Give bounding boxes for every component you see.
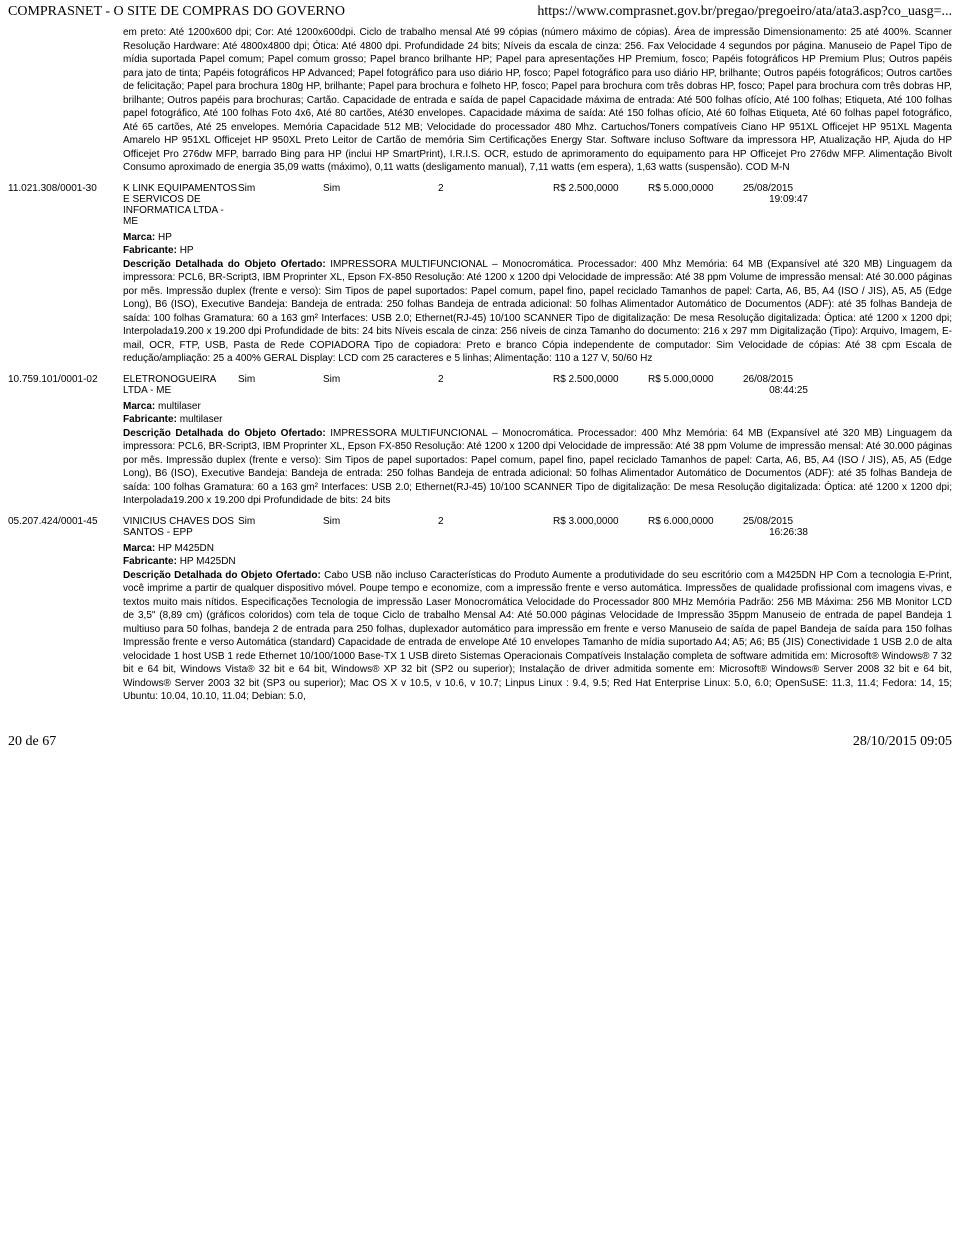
cnpj-1: 11.021.308/0001-30 bbox=[8, 183, 123, 227]
price2-2: R$ 5.000,0000 bbox=[648, 374, 743, 396]
desc-2: IMPRESSORA MULTIFUNCIONAL – Monocromátic… bbox=[123, 428, 952, 507]
date-val-3: 25/08/2015 bbox=[743, 516, 818, 527]
detail-block-2: Marca: multilaser Fabricante: multilaser… bbox=[123, 400, 952, 508]
footer-right: 28/10/2015 09:05 bbox=[853, 734, 952, 750]
page-header: COMPRASNET - O SITE DE COMPRAS DO GOVERN… bbox=[8, 4, 952, 26]
cnpj-2: 10.759.101/0001-02 bbox=[8, 374, 123, 396]
header-left: COMPRASNET - O SITE DE COMPRAS DO GOVERN… bbox=[8, 4, 345, 20]
sim2-2: Sim bbox=[323, 374, 438, 396]
sim1-2: Sim bbox=[238, 374, 323, 396]
fabricante-label-1: Fabricante: bbox=[123, 245, 180, 256]
bid-row-3: 05.207.424/0001-45 VINICIUS CHAVES DOS S… bbox=[8, 516, 952, 538]
date-1: 25/08/2015 19:09:47 bbox=[743, 183, 818, 227]
company-1: K LINK EQUIPAMENTOS E SERVICOS DE INFORM… bbox=[123, 183, 238, 227]
price1-2: R$ 2.500,0000 bbox=[553, 374, 648, 396]
desc-label-1: Descrição Detalhada do Objeto Ofertado: bbox=[123, 259, 330, 270]
price2-3: R$ 6.000,0000 bbox=[648, 516, 743, 538]
price1-3: R$ 3.000,0000 bbox=[553, 516, 648, 538]
fabricante-1: HP bbox=[180, 245, 194, 256]
fabricante-3: HP M425DN bbox=[180, 556, 236, 567]
fabricante-2: multilaser bbox=[180, 414, 223, 425]
marca-label-2: Marca: bbox=[123, 401, 158, 412]
price2-1: R$ 5.000,0000 bbox=[648, 183, 743, 227]
company-2: ELETRONOGUEIRA LTDA - ME bbox=[123, 374, 238, 396]
date-val-1: 25/08/2015 bbox=[743, 183, 818, 194]
date-3: 25/08/2015 16:26:38 bbox=[743, 516, 818, 538]
desc-3: Cabo USB não incluso Características do … bbox=[123, 570, 952, 703]
qty-3: 2 bbox=[438, 516, 553, 538]
detail-block-1: Marca: HP Fabricante: HP Descrição Detal… bbox=[123, 231, 952, 366]
sim2-1: Sim bbox=[323, 183, 438, 227]
time-2: 08:44:25 bbox=[743, 385, 818, 396]
fabricante-label-3: Fabricante: bbox=[123, 556, 180, 567]
desc-1: IMPRESSORA MULTIFUNCIONAL – Monocromátic… bbox=[123, 259, 952, 365]
sim1-1: Sim bbox=[238, 183, 323, 227]
marca-2: multilaser bbox=[158, 401, 201, 412]
desc-label-2: Descrição Detalhada do Objeto Ofertado: bbox=[123, 428, 330, 439]
time-3: 16:26:38 bbox=[743, 527, 818, 538]
footer-left: 20 de 67 bbox=[8, 734, 56, 750]
fabricante-label-2: Fabricante: bbox=[123, 414, 180, 425]
qty-1: 2 bbox=[438, 183, 553, 227]
page-footer: 20 de 67 28/10/2015 09:05 bbox=[8, 734, 952, 750]
marca-label-1: Marca: bbox=[123, 232, 158, 243]
date-2: 26/08/2015 08:44:25 bbox=[743, 374, 818, 396]
marca-1: HP bbox=[158, 232, 172, 243]
bid-row-2: 10.759.101/0001-02 ELETRONOGUEIRA LTDA -… bbox=[8, 374, 952, 396]
header-right: https://www.comprasnet.gov.br/pregao/pre… bbox=[537, 4, 952, 20]
qty-2: 2 bbox=[438, 374, 553, 396]
marca-3: HP M425DN bbox=[158, 543, 214, 554]
bid-row-1: 11.021.308/0001-30 K LINK EQUIPAMENTOS E… bbox=[8, 183, 952, 227]
sim2-3: Sim bbox=[323, 516, 438, 538]
sim1-3: Sim bbox=[238, 516, 323, 538]
marca-label-3: Marca: bbox=[123, 543, 158, 554]
desc-text-0: em preto: Até 1200x600 dpi; Cor: Até 120… bbox=[123, 26, 952, 175]
date-val-2: 26/08/2015 bbox=[743, 374, 818, 385]
desc-label-3: Descrição Detalhada do Objeto Ofertado: bbox=[123, 570, 324, 581]
price1-1: R$ 2.500,0000 bbox=[553, 183, 648, 227]
detail-block-3: Marca: HP M425DN Fabricante: HP M425DN D… bbox=[123, 542, 952, 704]
time-1: 19:09:47 bbox=[743, 194, 818, 205]
company-3: VINICIUS CHAVES DOS SANTOS - EPP bbox=[123, 516, 238, 538]
cnpj-3: 05.207.424/0001-45 bbox=[8, 516, 123, 538]
desc-block-0: em preto: Até 1200x600 dpi; Cor: Até 120… bbox=[123, 26, 952, 175]
